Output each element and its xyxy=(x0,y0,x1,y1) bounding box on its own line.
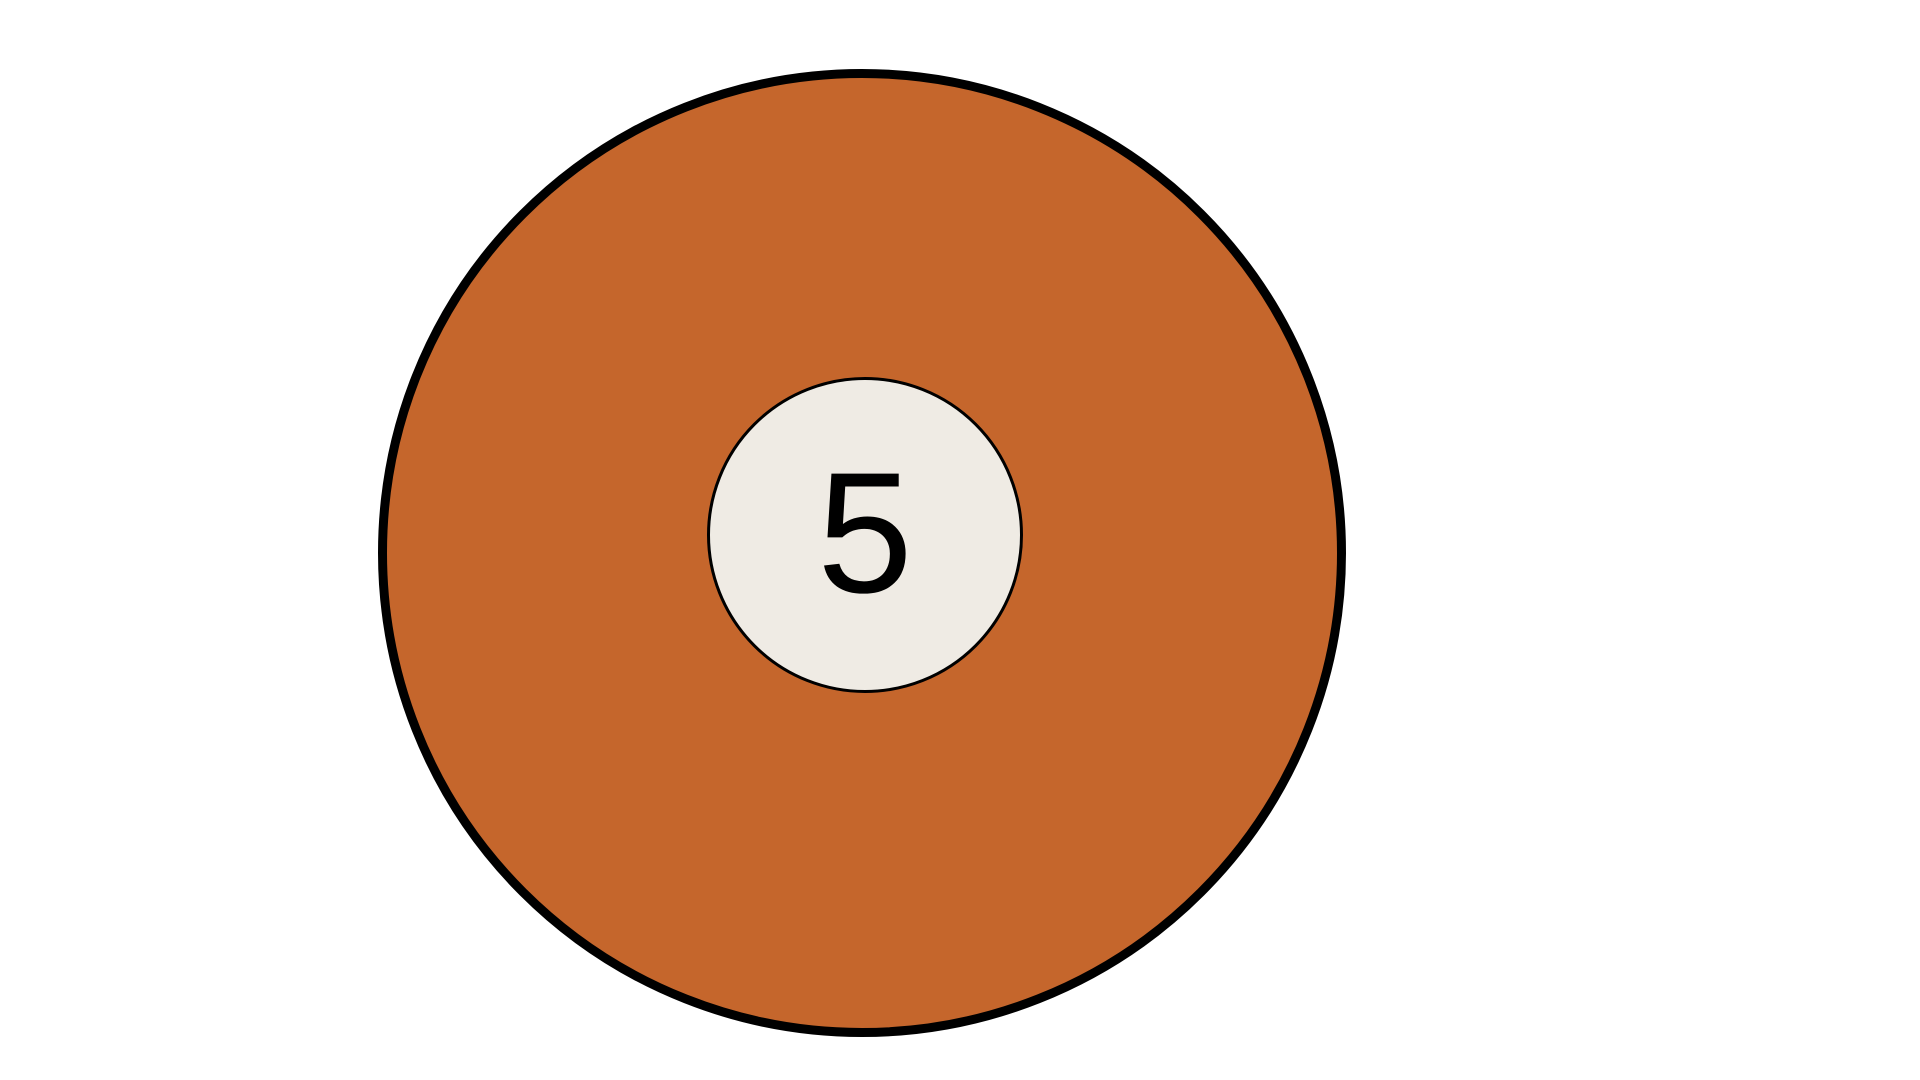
ball-number-disc: 5 xyxy=(707,377,1023,693)
ball-number-label: 5 xyxy=(817,437,913,629)
